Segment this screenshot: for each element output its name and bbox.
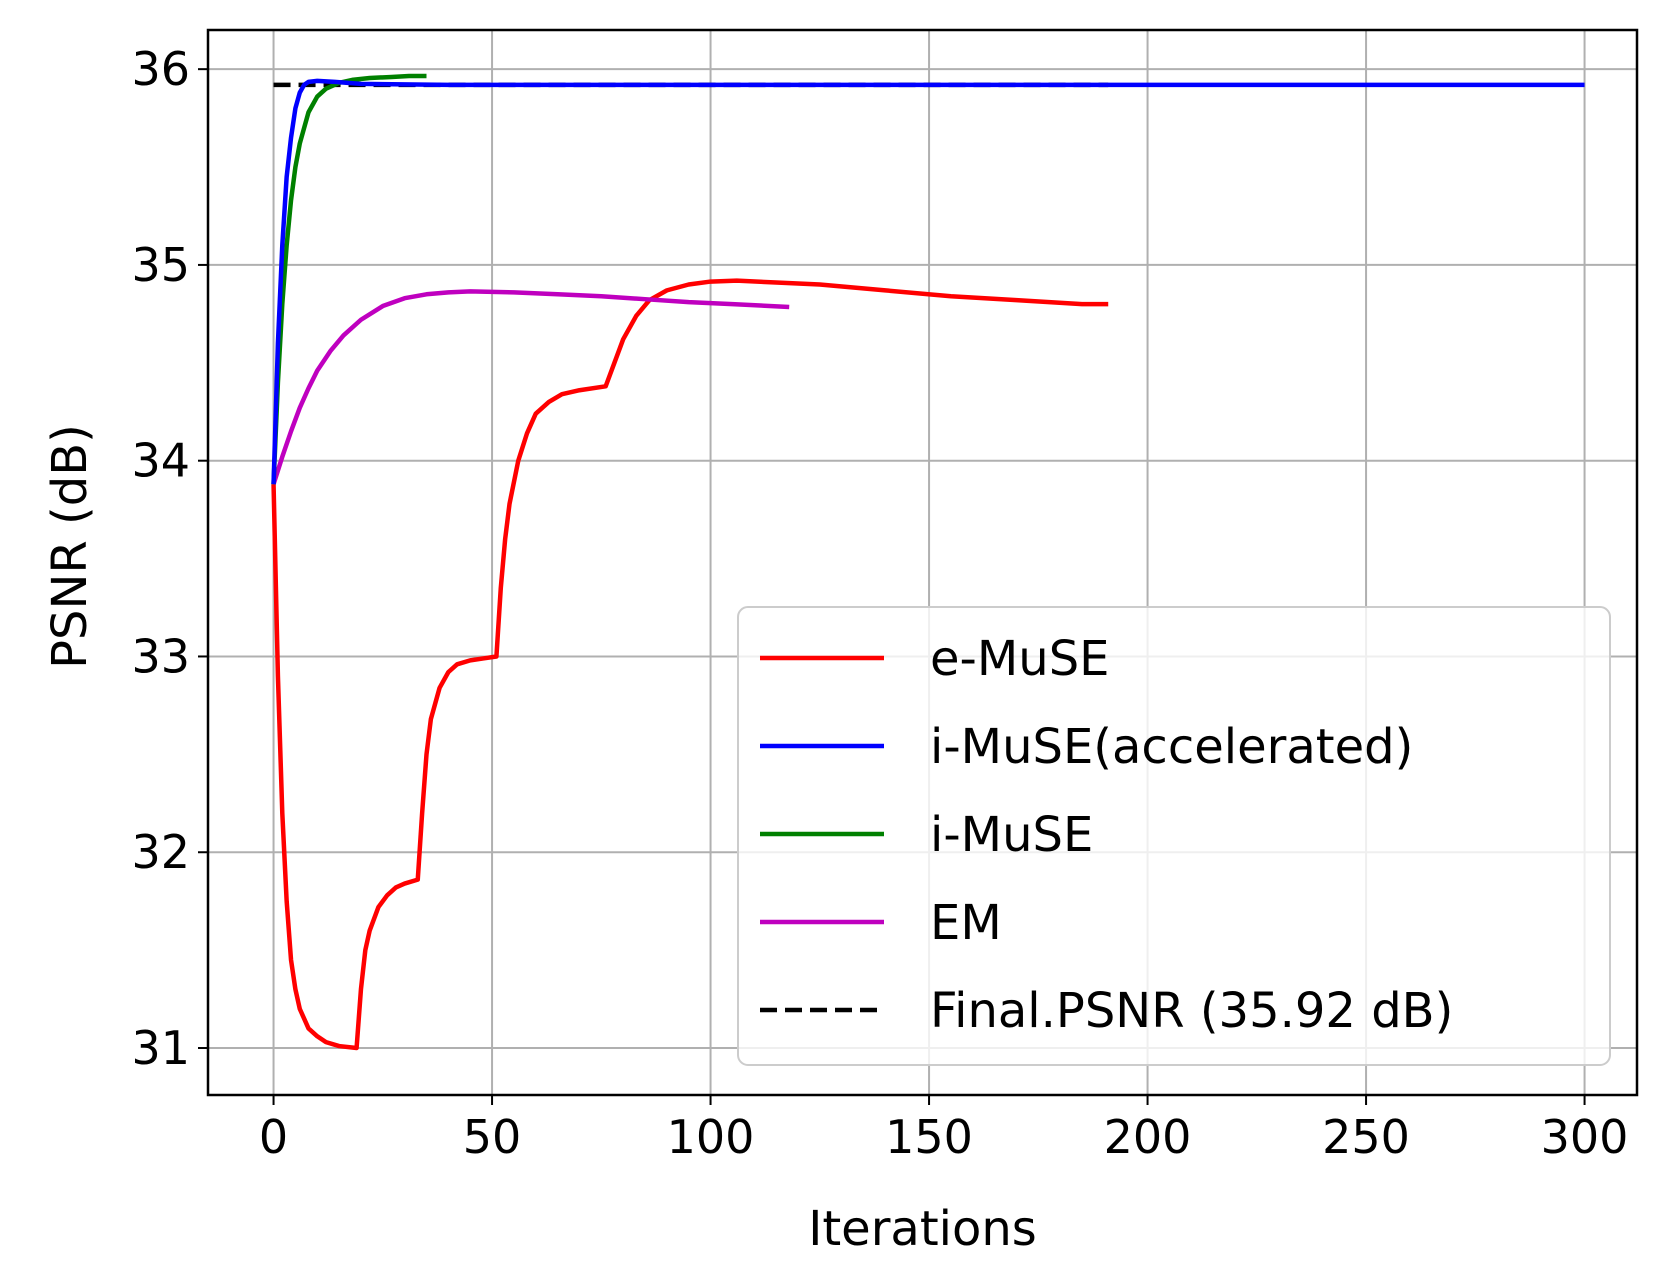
legend-box — [737, 606, 1611, 1066]
legend-label: i-MuSE — [930, 807, 1093, 863]
series-line-1 — [271, 78, 1585, 485]
plot-frame — [206, 28, 1639, 1097]
x-tick-label: 200 — [1104, 1110, 1192, 1164]
legend-label: EM — [930, 895, 1002, 951]
legend-label: Final.PSNR (35.92 dB) — [930, 983, 1453, 1039]
x-tick-label: 100 — [667, 1110, 755, 1164]
y-axis-label: PSNR (dB) — [42, 424, 98, 669]
x-tick-label: 300 — [1541, 1110, 1629, 1164]
x-axis-label: Iterations — [808, 1201, 1037, 1257]
series-line-0 — [271, 278, 1109, 1051]
y-tick-label: 35 — [131, 238, 190, 292]
series-lines — [271, 73, 1585, 1051]
y-tick-label: 36 — [131, 42, 190, 96]
legend: e-MuSE i-MuSE(accelerated) i-MuSE EM Final.P… — [737, 606, 1611, 1066]
y-tick-label: 33 — [131, 629, 190, 683]
legend-label: e-MuSE — [930, 631, 1109, 687]
x-tick-label: 50 — [463, 1110, 522, 1164]
y-tick-label: 31 — [131, 1021, 190, 1075]
series-line-2 — [271, 73, 427, 485]
y-tick-label: 32 — [131, 825, 190, 879]
series-line-3 — [271, 289, 790, 485]
y-tick-label: 34 — [131, 434, 190, 488]
x-tick-label: 0 — [259, 1110, 288, 1164]
x-tick-label: 150 — [885, 1110, 973, 1164]
axis-ticks: 0 50 100 150 200 250 300 31 32 33 34 35 36 — [131, 42, 1628, 1164]
x-tick-label: 250 — [1322, 1110, 1410, 1164]
legend-label: i-MuSE(accelerated) — [930, 719, 1413, 775]
